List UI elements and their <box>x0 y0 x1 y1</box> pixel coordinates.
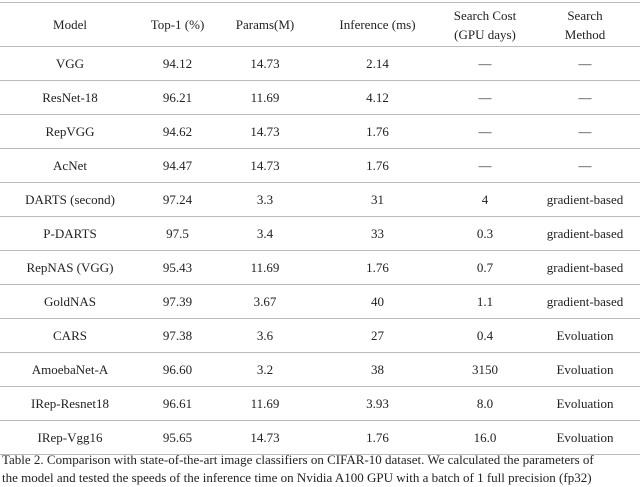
table-cell: 4 <box>440 182 530 217</box>
table-cell: — <box>440 46 530 81</box>
table-cell: VGG <box>0 46 140 81</box>
table-cell: 97.39 <box>140 284 215 319</box>
table-cell: 95.43 <box>140 250 215 285</box>
header-row: Model Top-1 (%) Params(M) Inference (ms) Sea… <box>0 2 640 47</box>
table-cell: AmoebaNet-A <box>0 352 140 387</box>
table-cell: — <box>530 114 640 149</box>
table-cell: CARS <box>0 318 140 353</box>
table-cell: 2.14 <box>315 46 440 81</box>
header-cell: Inference (ms) <box>315 2 440 47</box>
table-row: CARS 97.38 3.6 27 0.4 Evoluation <box>0 318 640 353</box>
header-cell: Top-1 (%) <box>140 2 215 47</box>
table-row: IRep-Resnet18 96.61 11.69 3.93 8.0 Evoluation <box>0 386 640 421</box>
table-cell: 0.3 <box>440 216 530 251</box>
table-cell: 94.12 <box>140 46 215 81</box>
table-row: IRep-Vgg16 95.65 14.73 1.76 16.0 Evoluation <box>0 420 640 455</box>
table-cell: 11.69 <box>215 250 315 285</box>
header-cell: Search Method <box>530 2 640 47</box>
table-cell: 96.21 <box>140 80 215 115</box>
results-table: Model Top-1 (%) Params(M) Inference (ms) Sea… <box>0 2 640 455</box>
caption-line: the model and tested the speeds of the i… <box>2 470 592 485</box>
table-cell: 14.73 <box>215 148 315 183</box>
caption: Table 2. Comparison with state-of-the-ar… <box>2 451 640 487</box>
table-cell: Evoluation <box>530 386 640 421</box>
table-row: RepVGG 94.62 14.73 1.76— — <box>0 114 640 149</box>
header-cell: Params(M) <box>215 2 315 47</box>
table-cell: 8.0 <box>440 386 530 421</box>
table-row: ResNet-18 96.21 11.69 4.12— — <box>0 80 640 115</box>
table-cell: 4.12 <box>315 80 440 115</box>
table-cell: 97.38 <box>140 318 215 353</box>
table-cell: 3.93 <box>315 386 440 421</box>
table-cell: 14.73 <box>215 420 315 455</box>
table-cell: gradient-based <box>530 284 640 319</box>
table-cell: 14.73 <box>215 46 315 81</box>
table-cell: 3.3 <box>215 182 315 217</box>
table-cell: 97.24 <box>140 182 215 217</box>
table-cell: AcNet <box>0 148 140 183</box>
table-cell: 3150 <box>440 352 530 387</box>
table-cell: 38 <box>315 352 440 387</box>
table-cell: RepNAS (VGG) <box>0 250 140 285</box>
table-cell: Evoluation <box>530 420 640 455</box>
header-cell: Model <box>0 2 140 47</box>
table-cell: 3.2 <box>215 352 315 387</box>
table-cell: Evoluation <box>530 352 640 387</box>
table-cell: — <box>440 114 530 149</box>
table-row: AcNet 94.47 14.73 1.76— — <box>0 148 640 183</box>
table-cell: 3.4 <box>215 216 315 251</box>
table-cell: 1.76 <box>315 114 440 149</box>
table-cell: — <box>440 148 530 183</box>
table-cell: gradient-based <box>530 250 640 285</box>
table-body: Model Top-1 (%) Params(M) Inference (ms) Sea… <box>0 2 640 455</box>
table-cell: 0.4 <box>440 318 530 353</box>
table-cell: 14.73 <box>215 114 315 149</box>
table-cell: 0.7 <box>440 250 530 285</box>
table-cell: 11.69 <box>215 80 315 115</box>
table-cell: DARTS (second) <box>0 182 140 217</box>
table-cell: 94.62 <box>140 114 215 149</box>
table-cell: 94.47 <box>140 148 215 183</box>
table-cell: IRep-Resnet18 <box>0 386 140 421</box>
table-cell: gradient-based <box>530 216 640 251</box>
table-cell: — <box>530 46 640 81</box>
table-cell: P-DARTS <box>0 216 140 251</box>
table-cell: Evoluation <box>530 318 640 353</box>
table-cell: 95.65 <box>140 420 215 455</box>
header-cell: Search Cost (GPU days) <box>440 2 530 47</box>
table-cell: RepVGG <box>0 114 140 149</box>
table-row: DARTS (second) 97.24 3.3 31 4 gradient-based <box>0 182 640 217</box>
table-cell: 16.0 <box>440 420 530 455</box>
table-cell: gradient-based <box>530 182 640 217</box>
table-cell: 97.5 <box>140 216 215 251</box>
table-cell: ResNet-18 <box>0 80 140 115</box>
table-cell: 1.76 <box>315 420 440 455</box>
table-row: AmoebaNet-A 96.60 3.2 38 3150 Evoluation <box>0 352 640 387</box>
table-cell: 27 <box>315 318 440 353</box>
table-row: GoldNAS 97.39 3.67 40 1.1 gradient-based <box>0 284 640 319</box>
table-cell: 11.69 <box>215 386 315 421</box>
caption-line: Table 2. Comparison with state-of-the-ar… <box>2 452 594 467</box>
table-cell: 96.60 <box>140 352 215 387</box>
table-cell: — <box>530 80 640 115</box>
table-row: RepNAS (VGG) 95.43 11.69 1.76 0.7 gradient-ba… <box>0 250 640 285</box>
table-cell: 1.76 <box>315 148 440 183</box>
table-row: VGG 94.12 14.73 2.14— — <box>0 46 640 81</box>
table-cell: — <box>440 80 530 115</box>
table-cell: 40 <box>315 284 440 319</box>
table-cell: GoldNAS <box>0 284 140 319</box>
table-cell: 31 <box>315 182 440 217</box>
table-cell: 3.67 <box>215 284 315 319</box>
table-cell: IRep-Vgg16 <box>0 420 140 455</box>
table-cell: 1.76 <box>315 250 440 285</box>
table-cell: 3.6 <box>215 318 315 353</box>
table-cell: — <box>530 148 640 183</box>
table-row: P-DARTS 97.5 3.4 33 0.3 gradient-based <box>0 216 640 251</box>
table-cell: 33 <box>315 216 440 251</box>
table-cell: 1.1 <box>440 284 530 319</box>
table-cell: 96.61 <box>140 386 215 421</box>
